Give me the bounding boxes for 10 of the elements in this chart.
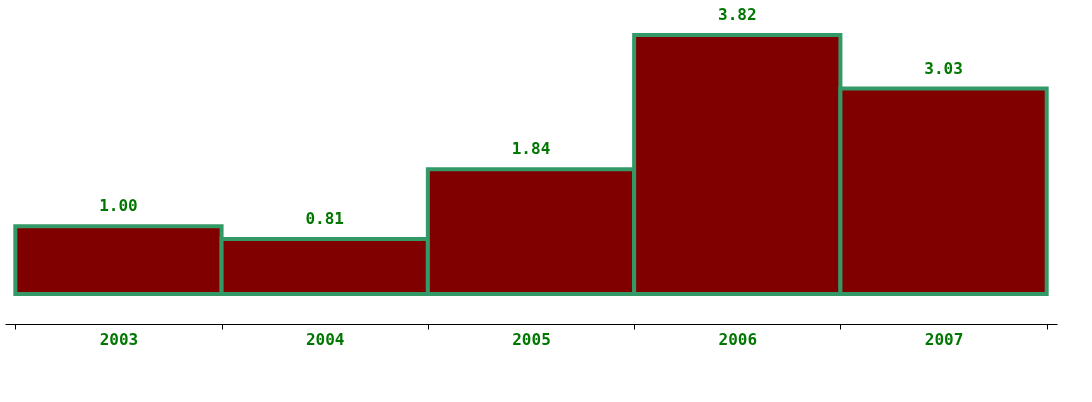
x-tick-label: 2003 [99,329,139,349]
data-label: 3.03 [924,58,963,78]
x-tick-label: 2006 [718,329,758,349]
data-label: 0.81 [305,209,344,229]
x-tick-label: 2007 [924,329,964,349]
data-label: 1.84 [511,139,551,159]
x-tick-label: 2005 [512,329,551,349]
data-label: 3.82 [718,5,757,24]
x-tick-label: 2004 [305,329,345,349]
data-label: 1.00 [99,196,138,216]
